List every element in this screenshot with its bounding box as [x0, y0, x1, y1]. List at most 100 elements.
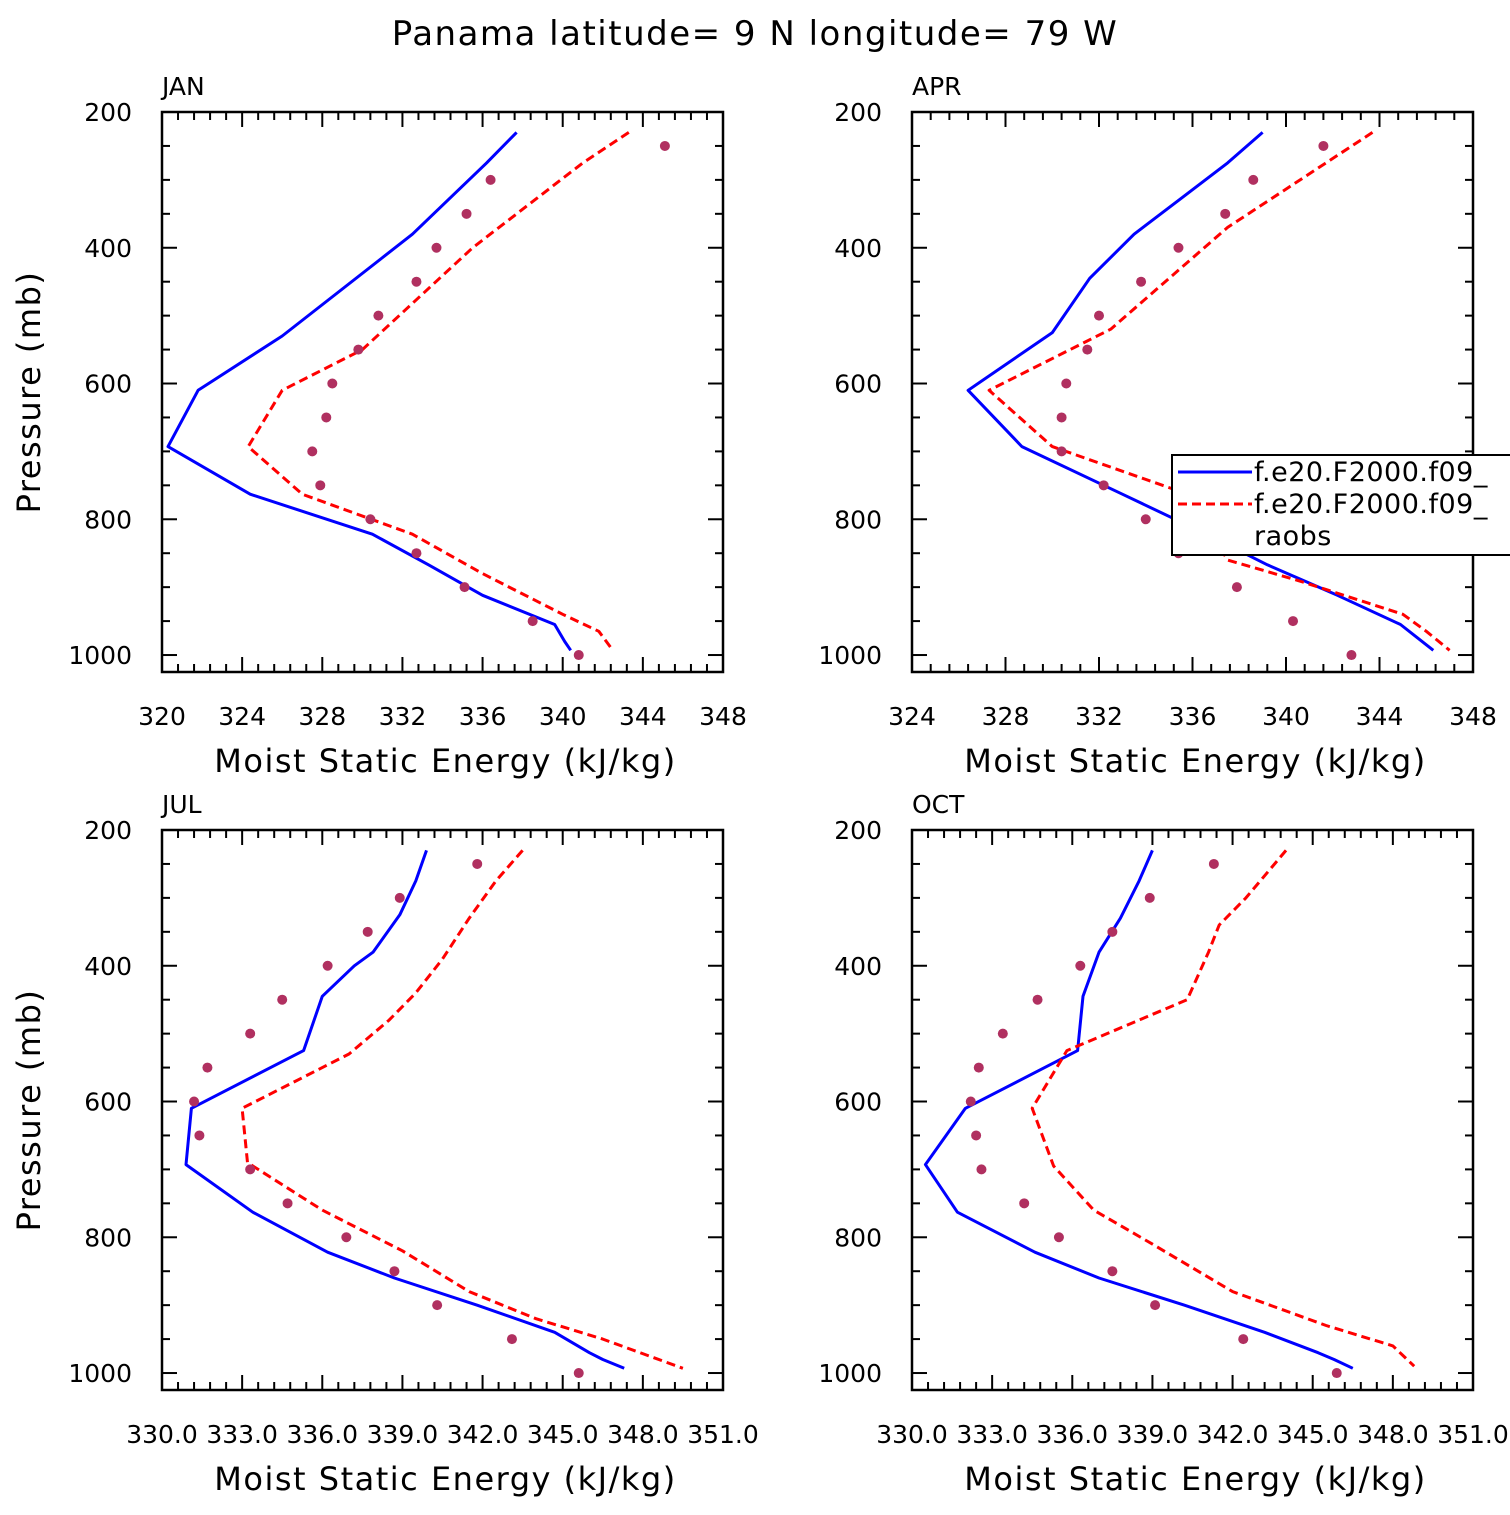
y-tick-label: 600 — [84, 1088, 132, 1117]
y-tick-label: 400 — [834, 234, 882, 263]
raobs-point — [1140, 514, 1151, 525]
raobs-point — [573, 1368, 584, 1379]
y-tick-label: 800 — [834, 1223, 882, 1252]
x-tick-label: 340 — [539, 702, 587, 731]
plot-frame — [910, 110, 1475, 674]
x-tick-label: 332 — [379, 702, 427, 731]
y-tick-label: 200 — [834, 98, 882, 127]
legend: f.e20.F2000.f09_f.e20.F2000.f09_raobs — [1171, 454, 1510, 556]
model-1-line — [923, 849, 1354, 1370]
raobs-point — [573, 650, 584, 661]
plot-frame — [910, 828, 1475, 1392]
legend-label: f.e20.F2000.f09_ — [1254, 457, 1488, 488]
plot-frame — [160, 110, 725, 674]
x-tick-label: 336.0 — [1036, 1420, 1108, 1449]
raobs-point — [373, 310, 384, 321]
raobs-point — [1150, 1300, 1161, 1311]
x-axis-title: Moist Static Energy (kJ/kg) — [964, 1460, 1426, 1498]
raobs-point — [1144, 892, 1155, 903]
raobs-point — [1053, 1232, 1064, 1243]
x-tick-label: 348 — [699, 702, 747, 731]
raobs-point — [997, 1028, 1008, 1039]
x-tick-label: 342.0 — [1197, 1420, 1269, 1449]
panel-jul: JUL 200 400 600 800 1000 330.0 333.0 336.0 339.0 3… — [10, 790, 759, 1498]
y-tick-label: 1000 — [818, 1359, 882, 1388]
panel-label: APR — [912, 72, 962, 101]
x-tick-label: 330.0 — [876, 1420, 948, 1449]
model-1-line — [166, 131, 572, 652]
y-tick-label: 800 — [84, 1223, 132, 1252]
raobs-point — [527, 616, 538, 627]
x-tick-label: 345.0 — [527, 1420, 599, 1449]
raobs-point — [506, 1334, 517, 1345]
panel-jan: JAN 200 400 600 800 1000 320 324 328 332 336 340 344… — [10, 72, 747, 780]
raobs-point — [1098, 480, 1109, 491]
x-tick-label: 348.0 — [1357, 1420, 1429, 1449]
panel-apr: APR 200 400 600 800 1000 324 328 332 336 340 344 348… — [818, 72, 1496, 780]
raobs-point — [411, 548, 422, 559]
raobs-point — [1019, 1198, 1030, 1209]
x-tick-label: 339.0 — [1117, 1420, 1189, 1449]
raobs-point — [189, 1096, 200, 1107]
x-tick-label: 342.0 — [447, 1420, 519, 1449]
raobs-point — [1231, 582, 1242, 593]
raobs-point — [1136, 276, 1147, 287]
y-tick-label: 1000 — [818, 641, 882, 670]
raobs-point — [1094, 310, 1104, 321]
raobs-point — [307, 446, 318, 457]
y-tick-label: 400 — [84, 952, 132, 981]
raobs-point — [353, 344, 364, 355]
raobs-point — [1173, 242, 1184, 253]
panels: JAN 200 400 600 800 1000 320 324 328 332 336 340 344… — [10, 72, 1509, 1498]
main-title: Panama latitude= 9 N longitude= 79 W — [392, 14, 1119, 54]
x-tick-label: 344 — [619, 702, 667, 731]
raobs-point — [1238, 1334, 1249, 1345]
raobs-point — [485, 174, 496, 185]
raobs-point — [1107, 926, 1118, 937]
x-tick-label: 328 — [982, 702, 1030, 731]
x-tick-label: 324 — [888, 702, 936, 731]
x-tick-label: 344 — [1356, 702, 1404, 731]
raobs-point — [277, 994, 288, 1005]
raobs-point — [459, 582, 470, 593]
y-axis-title: Pressure (mb) — [10, 271, 48, 514]
x-tick-label: 330.0 — [126, 1420, 198, 1449]
raobs-point — [1248, 174, 1259, 185]
raobs-point — [1061, 378, 1072, 389]
panel-label: JAN — [160, 72, 205, 101]
plot-frame — [160, 828, 725, 1392]
raobs-point — [202, 1062, 213, 1073]
legend-label: raobs — [1254, 521, 1332, 552]
raobs-point — [321, 412, 332, 423]
x-tick-label: 348 — [1449, 702, 1497, 731]
raobs-point — [431, 242, 442, 253]
y-tick-label: 600 — [84, 370, 132, 399]
raobs-point — [1107, 1266, 1118, 1277]
raobs-point — [389, 1266, 400, 1277]
raobs-point — [327, 378, 338, 389]
model-2-line — [240, 849, 684, 1370]
x-axis-title: Moist Static Energy (kJ/kg) — [964, 742, 1426, 780]
x-tick-label: 351.0 — [687, 1420, 759, 1449]
x-tick-label: 340 — [1262, 702, 1310, 731]
panel-label: JUL — [160, 790, 202, 819]
raobs-point — [976, 1164, 987, 1175]
x-tick-label: 320 — [138, 702, 186, 731]
raobs-point — [411, 276, 422, 287]
raobs-point — [973, 1062, 984, 1073]
raobs-point — [245, 1028, 256, 1039]
x-tick-label: 351.0 — [1437, 1420, 1509, 1449]
raobs-point — [394, 892, 405, 903]
y-tick-label: 800 — [84, 505, 132, 534]
x-tick-label: 324 — [218, 702, 266, 731]
raobs-point — [1346, 650, 1357, 661]
raobs-point — [472, 858, 483, 869]
model-1-line — [966, 131, 1435, 652]
x-tick-label: 333.0 — [206, 1420, 278, 1449]
x-tick-label: 339.0 — [367, 1420, 439, 1449]
raobs-point — [194, 1130, 205, 1141]
model-1-line — [184, 849, 625, 1370]
model-2-line — [1030, 849, 1416, 1368]
raobs-point — [245, 1164, 256, 1175]
